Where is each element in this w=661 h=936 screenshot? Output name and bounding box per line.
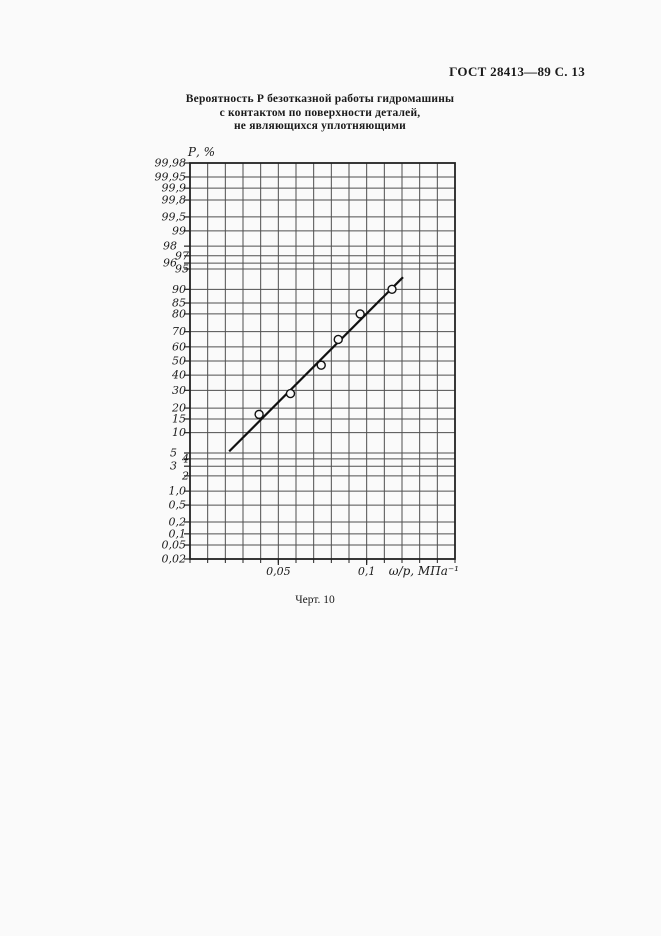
y-tick-label: 90 [172, 283, 186, 296]
axis-titles: ω/p, МПа⁻¹ Р, % [187, 145, 459, 578]
y-tick-label: 0,02 [162, 553, 187, 566]
y-tick-label: 15 [172, 412, 186, 425]
y-tick-label: 50 [172, 355, 186, 368]
data-point [285, 388, 296, 399]
y-tick-label: 0,5 [169, 499, 187, 512]
y-tick-label: 1,0 [169, 485, 187, 498]
x-tick-label: 0,1 [358, 565, 376, 578]
data-point [254, 409, 264, 420]
figure-title-line-1: Вероятность Р безотказной работы гидрома… [185, 93, 455, 105]
y-tick-label: 4 [181, 452, 189, 465]
data-point [333, 334, 343, 345]
y-tick-label: 0,05 [162, 539, 187, 552]
data-points [254, 284, 397, 420]
y-tick-label: 99,8 [162, 194, 187, 207]
data-point [355, 309, 365, 319]
y-tick-label: 99,5 [162, 210, 187, 223]
y-tick-label: 99,98 [155, 157, 187, 170]
y-tick-label: 5 [170, 446, 177, 459]
y-tick-label: 80 [172, 307, 186, 320]
y-tick-label: 98 [163, 240, 177, 253]
figure-caption: Черт. 10 [295, 594, 335, 606]
y-tick-label: 95 [175, 263, 189, 276]
figure-title-line-2: с контактом по поверхности деталей, [219, 106, 421, 119]
y-tick-label: 3 [170, 460, 177, 473]
data-point [316, 360, 326, 370]
y-tick-label: 30 [172, 384, 186, 397]
x-axis-title: ω/p, МПа⁻¹ [389, 564, 459, 578]
y-tick-label: 60 [172, 340, 186, 353]
y-axis-title: Р, % [187, 145, 215, 159]
x-tick-label: 0,05 [266, 565, 291, 578]
y-tick-label: 40 [171, 369, 186, 382]
x-axis-labels: 0,05 0,1 [266, 559, 375, 578]
y-tick-label: 10 [172, 426, 186, 439]
y-tick-label: 99,95 [155, 170, 187, 183]
y-tick-label: 97 [175, 249, 189, 262]
y-tick-label: 2 [181, 469, 189, 482]
y-tick-label: 70 [172, 325, 186, 338]
y-tick-label: 99,9 [162, 182, 187, 195]
y-tick-label: 96 [163, 257, 177, 270]
fit-line [228, 276, 404, 453]
data-point [387, 284, 397, 295]
y-tick-label: 99 [172, 224, 186, 237]
plot-border [189, 162, 456, 560]
figure-title-line-3: не являющихся уплотняющими [233, 120, 406, 132]
y-tick-label: 0,1 [169, 527, 187, 540]
y-tick-label: 20 [171, 402, 186, 415]
gost-page-header: ГОСТ 28413—89 С. 13 [449, 64, 585, 79]
y-tick-label: 85 [172, 297, 186, 310]
y-tick-label: 0,2 [169, 515, 187, 528]
fit-line-group [228, 276, 404, 453]
figure-title: Вероятность Р безотказной работы гидрома… [75, 93, 565, 134]
